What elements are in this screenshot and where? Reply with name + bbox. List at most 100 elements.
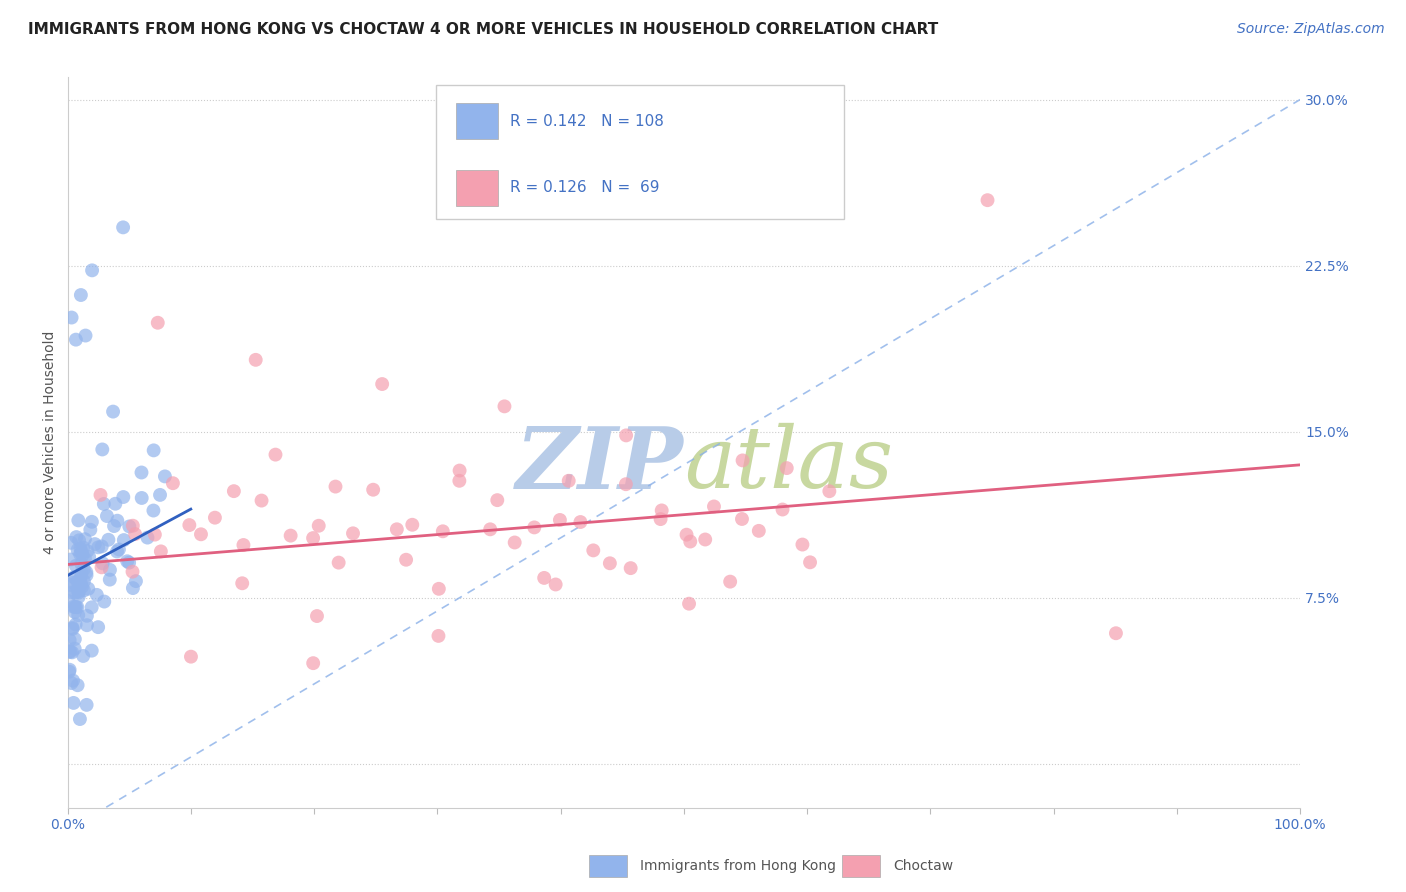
Point	[118, 556, 141, 570]
Point	[427, 582, 450, 596]
Point	[544, 577, 567, 591]
Point	[112, 533, 135, 547]
Point	[91, 442, 114, 457]
Point	[67, 584, 90, 599]
Point	[503, 535, 526, 549]
Point	[59, 578, 82, 592]
Point	[112, 220, 135, 235]
Point	[60, 310, 83, 325]
Point	[131, 491, 153, 505]
Point	[60, 676, 83, 690]
Point	[264, 448, 287, 462]
Point	[651, 503, 673, 517]
Point	[1105, 626, 1128, 640]
Point	[250, 493, 273, 508]
Point	[89, 488, 111, 502]
Point	[818, 484, 841, 499]
Point	[98, 573, 121, 587]
Point	[103, 519, 125, 533]
Point	[62, 599, 84, 614]
Point	[401, 517, 423, 532]
Point	[67, 533, 90, 548]
Point	[675, 527, 697, 541]
Point	[449, 474, 471, 488]
Point	[280, 528, 302, 542]
Point	[695, 533, 717, 547]
Point	[204, 510, 226, 524]
Point	[72, 648, 94, 663]
Point	[679, 534, 702, 549]
Y-axis label: 4 or more Vehicles in Household: 4 or more Vehicles in Household	[44, 331, 58, 555]
Point	[108, 542, 131, 557]
Point	[302, 531, 325, 545]
Point	[60, 585, 83, 599]
Point	[136, 531, 159, 545]
Point	[449, 464, 471, 478]
Point	[83, 537, 105, 551]
Text: Choctaw: Choctaw	[893, 859, 953, 873]
Point	[59, 663, 82, 677]
Point	[70, 566, 93, 580]
Point	[69, 712, 91, 726]
Point	[75, 566, 97, 580]
Point	[62, 673, 84, 688]
Point	[748, 524, 770, 538]
Point	[67, 608, 90, 623]
Point	[101, 404, 124, 418]
Point	[142, 503, 165, 517]
Point	[494, 400, 516, 414]
Point	[62, 621, 84, 635]
Point	[427, 629, 450, 643]
Point	[731, 512, 754, 526]
Point	[371, 377, 394, 392]
Point	[70, 577, 93, 591]
Point	[67, 585, 90, 599]
Point	[149, 544, 172, 558]
Point	[59, 633, 82, 648]
Text: atlas: atlas	[683, 424, 893, 506]
Point	[63, 632, 86, 646]
Point	[77, 582, 100, 596]
Point	[62, 696, 84, 710]
Point	[342, 526, 364, 541]
Point	[80, 263, 103, 277]
Point	[772, 502, 794, 516]
Point	[143, 527, 166, 541]
Point	[105, 544, 128, 558]
Text: R = 0.126   N =  69: R = 0.126 N = 69	[510, 180, 659, 194]
Point	[614, 477, 637, 491]
Point	[70, 557, 93, 571]
Point	[776, 461, 799, 475]
Point	[582, 543, 605, 558]
Point	[146, 316, 169, 330]
Point	[325, 479, 347, 493]
Point	[90, 560, 112, 574]
Point	[153, 469, 176, 483]
Point	[432, 524, 454, 539]
Point	[124, 527, 146, 541]
Point	[65, 600, 87, 615]
Point	[63, 605, 86, 619]
Point	[557, 474, 579, 488]
Point	[70, 545, 93, 559]
Point	[231, 576, 253, 591]
Point	[62, 622, 84, 636]
Point	[731, 453, 754, 467]
Point	[67, 513, 90, 527]
Point	[73, 552, 96, 566]
Point	[58, 644, 80, 658]
Point	[105, 514, 128, 528]
Point	[65, 530, 87, 544]
Point	[614, 428, 637, 442]
Point	[69, 577, 91, 591]
Point	[72, 548, 94, 562]
Point	[69, 579, 91, 593]
Point	[976, 193, 998, 207]
Point	[76, 544, 98, 558]
Point	[180, 649, 202, 664]
Point	[66, 543, 89, 558]
Point	[80, 600, 103, 615]
Point	[90, 540, 112, 554]
Point	[486, 493, 509, 508]
Text: ZIP: ZIP	[516, 423, 683, 507]
